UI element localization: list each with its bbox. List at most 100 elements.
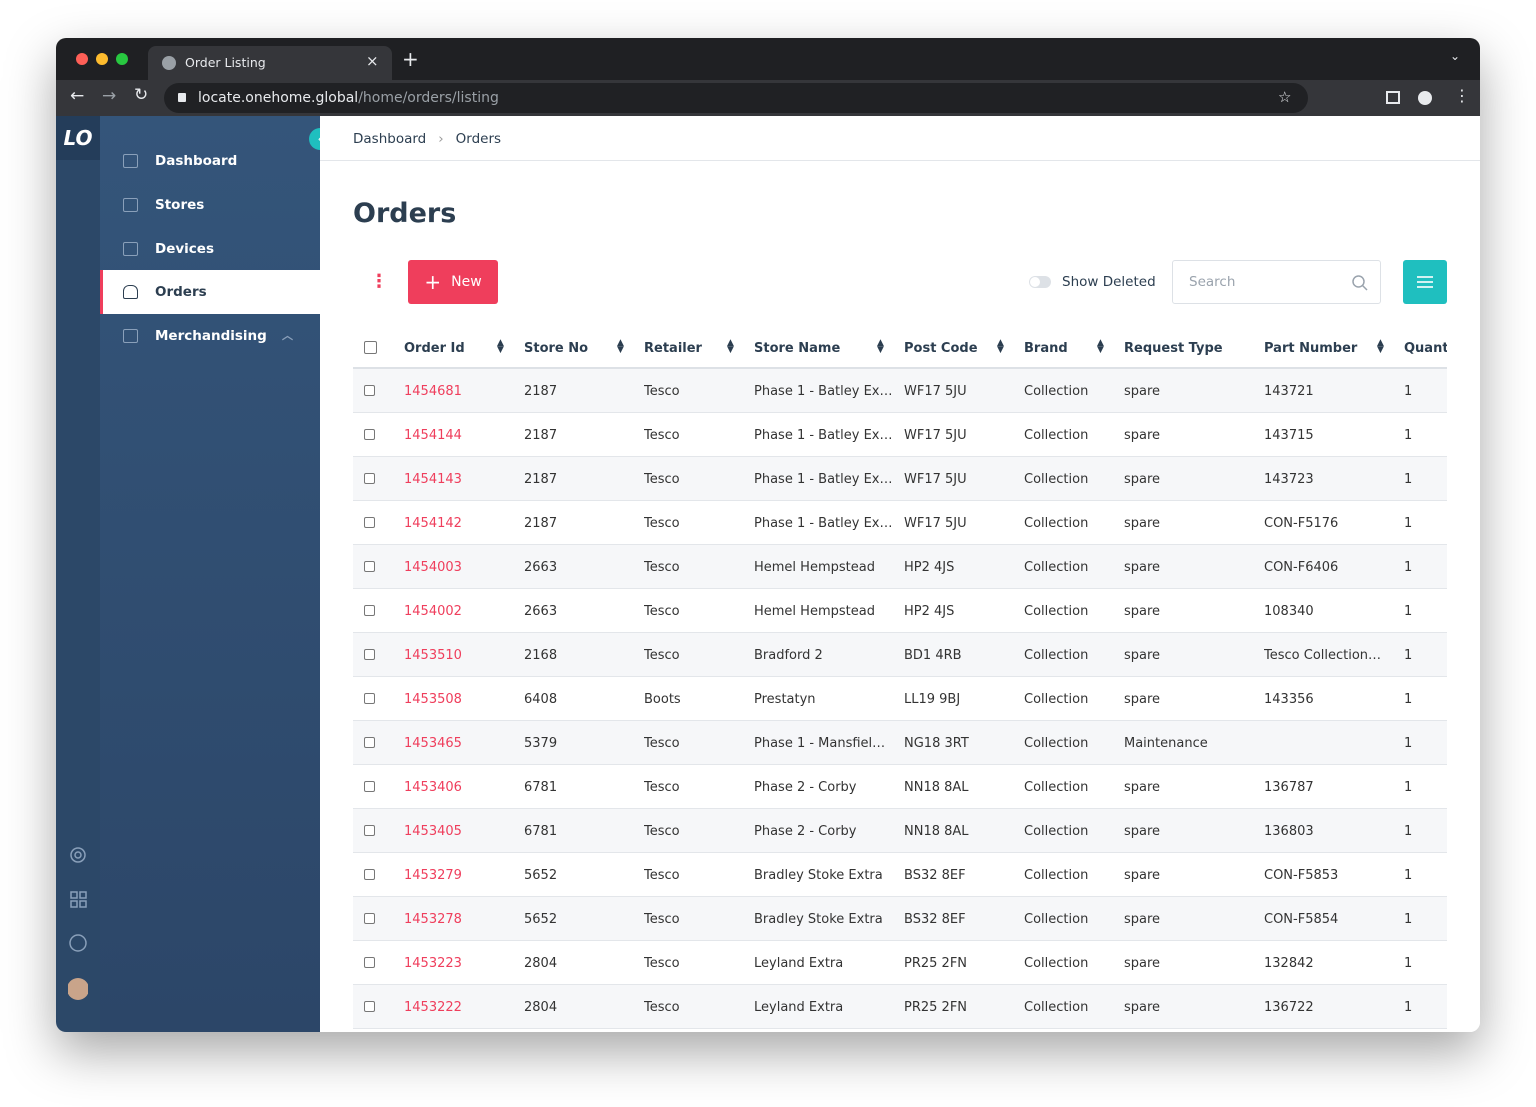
order-id-link[interactable]: 1454003 xyxy=(404,559,462,575)
cell: Boots xyxy=(644,691,681,707)
sort-icon[interactable]: ▲ ▼ xyxy=(997,338,1004,355)
column-header[interactable]: Store Name xyxy=(754,340,841,356)
order-id-link[interactable]: 1454143 xyxy=(404,471,462,487)
sort-icon[interactable]: ▲ ▼ xyxy=(1377,338,1384,355)
column-header[interactable]: Quanti xyxy=(1404,340,1447,356)
column-header[interactable]: Request Type xyxy=(1124,340,1223,356)
row-checkbox[interactable] xyxy=(364,649,375,660)
columns-menu[interactable] xyxy=(1403,260,1447,304)
kebab-menu[interactable]: ⋮ xyxy=(370,271,388,292)
cell: 2804 xyxy=(524,955,558,971)
forward[interactable]: → xyxy=(102,86,117,106)
nav-item[interactable]: Orders xyxy=(100,270,320,314)
avatar[interactable] xyxy=(68,978,88,1000)
min-dot[interactable] xyxy=(96,53,108,65)
order-id-link[interactable]: 1454002 xyxy=(404,603,462,619)
row-checkbox[interactable] xyxy=(364,693,375,704)
cell: Collection xyxy=(1024,779,1089,795)
sidepanel-icon[interactable] xyxy=(1386,91,1400,104)
max-dot[interactable] xyxy=(116,53,128,65)
cell: Tesco xyxy=(644,603,680,619)
row-checkbox[interactable] xyxy=(364,869,375,880)
url-box[interactable]: locate.onehome.global/home/orders/listin… xyxy=(164,83,1308,113)
settings-icon[interactable] xyxy=(70,847,86,863)
column-header[interactable]: Post Code xyxy=(904,340,978,356)
cell: Collection xyxy=(1024,383,1089,399)
expand-caret[interactable]: ︿ xyxy=(282,329,293,342)
nav-item[interactable]: Stores xyxy=(100,183,320,227)
tab-title: Order Listing xyxy=(185,55,266,70)
breadcrumb-sep: › xyxy=(438,131,444,147)
row-checkbox[interactable] xyxy=(364,781,375,792)
close-dot[interactable] xyxy=(76,53,88,65)
table-row: 1454003 2663 Tesco Hemel Hempstead HP2 4JS Co… xyxy=(353,545,1447,589)
order-id-link[interactable]: 1453465 xyxy=(404,735,462,751)
cell: 2187 xyxy=(524,471,558,487)
nav-item[interactable]: Dashboard xyxy=(100,139,320,183)
row-checkbox[interactable] xyxy=(364,605,375,616)
toggle-knob xyxy=(1030,277,1040,287)
cell: Tesco xyxy=(644,823,680,839)
new-button[interactable]: + New xyxy=(408,260,498,304)
order-id-link[interactable]: 1453223 xyxy=(404,955,462,971)
order-id-link[interactable]: 1453510 xyxy=(404,647,462,663)
bookmark-star[interactable]: ☆ xyxy=(1278,88,1292,106)
row-checkbox[interactable] xyxy=(364,913,375,924)
logo[interactable]: LO xyxy=(56,116,100,160)
row-checkbox[interactable] xyxy=(364,825,375,836)
back[interactable]: ← xyxy=(70,86,85,106)
order-id-link[interactable]: 1453279 xyxy=(404,867,462,883)
browser-menu[interactable]: ⋮ xyxy=(1454,86,1470,105)
order-id-link[interactable]: 1453222 xyxy=(404,999,462,1015)
cell: NN18 8AL xyxy=(904,823,969,839)
row-checkbox[interactable] xyxy=(364,429,375,440)
column-header[interactable]: Brand xyxy=(1024,340,1068,356)
column-header[interactable]: Retailer xyxy=(644,340,702,356)
order-id-link[interactable]: 1454142 xyxy=(404,515,462,531)
cell: spare xyxy=(1124,955,1161,971)
reload[interactable]: ↻ xyxy=(134,85,149,105)
column-header[interactable]: Store No xyxy=(524,340,589,356)
cell: spare xyxy=(1124,999,1161,1015)
cell: 5379 xyxy=(524,735,558,751)
row-checkbox[interactable] xyxy=(364,957,375,968)
select-all[interactable] xyxy=(364,341,377,354)
tab-close[interactable]: × xyxy=(366,52,379,70)
nav-item[interactable]: Devices xyxy=(100,227,320,271)
breadcrumb-link[interactable]: Dashboard xyxy=(353,131,427,147)
row-checkbox[interactable] xyxy=(364,517,375,528)
sort-icon[interactable]: ▲ ▼ xyxy=(617,338,624,355)
new-tab[interactable]: + xyxy=(402,47,419,71)
row-checkbox[interactable] xyxy=(364,1001,375,1012)
apps-icon[interactable] xyxy=(70,891,87,908)
lock-icon xyxy=(178,93,186,102)
row-checkbox[interactable] xyxy=(364,385,375,396)
order-id-link[interactable]: 1453278 xyxy=(404,911,462,927)
search-box[interactable]: Search xyxy=(1172,260,1381,304)
order-id-link[interactable]: 1453406 xyxy=(404,779,462,795)
profile-icon[interactable] xyxy=(1418,91,1432,105)
order-id-link[interactable]: 1454681 xyxy=(404,383,462,399)
toggle[interactable] xyxy=(1029,276,1051,288)
nav-icon xyxy=(123,154,138,168)
sort-icon[interactable]: ▲ ▼ xyxy=(497,338,504,355)
sort-icon[interactable]: ▲ ▼ xyxy=(727,338,734,355)
tab[interactable]: Order Listing × xyxy=(148,46,392,80)
column-header[interactable]: Order Id xyxy=(404,340,465,356)
order-id-link[interactable]: 1453508 xyxy=(404,691,462,707)
column-header[interactable]: Part Number xyxy=(1264,340,1358,356)
sort-icon[interactable]: ▲ ▼ xyxy=(1097,338,1104,355)
row-checkbox[interactable] xyxy=(364,473,375,484)
menu-icon xyxy=(1417,276,1433,288)
order-id-link[interactable]: 1453405 xyxy=(404,823,462,839)
row-checkbox[interactable] xyxy=(364,737,375,748)
help-icon[interactable] xyxy=(69,934,87,952)
nav-item[interactable]: Merchandising ︿ xyxy=(100,314,320,358)
icon-rail: LO xyxy=(56,116,100,1032)
sort-icon[interactable]: ▲ ▼ xyxy=(877,338,884,355)
cell: LL19 9BJ xyxy=(904,691,961,707)
order-id-link[interactable]: 1454144 xyxy=(404,427,462,443)
breadcrumb-current: Orders xyxy=(455,131,502,147)
tab-menu[interactable]: ⌄ xyxy=(1450,49,1461,63)
row-checkbox[interactable] xyxy=(364,561,375,572)
